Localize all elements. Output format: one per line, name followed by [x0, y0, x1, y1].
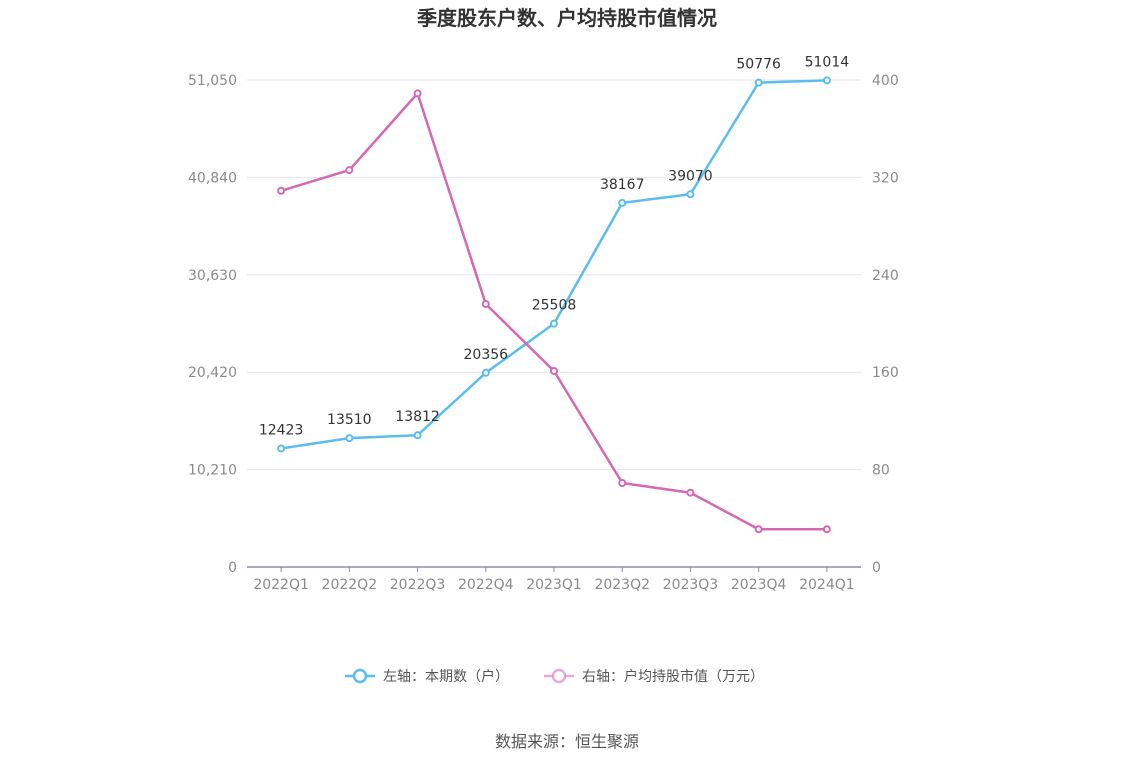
x-axis-tick-label: 2024Q1 — [799, 577, 855, 593]
data-label: 20356 — [464, 347, 509, 363]
right-axis-tick-label: 160 — [872, 365, 899, 381]
data-point[interactable] — [277, 444, 286, 453]
data-point[interactable] — [686, 488, 695, 497]
data-point[interactable] — [550, 366, 558, 375]
data-point[interactable] — [822, 525, 831, 534]
x-axis-tick-label: 2022Q3 — [390, 577, 446, 593]
legend-marker-icon — [352, 668, 368, 684]
data-point[interactable] — [413, 89, 422, 98]
x-axis-tick-label: 2023Q2 — [594, 577, 650, 593]
data-point[interactable] — [277, 186, 286, 195]
data-point[interactable] — [618, 198, 627, 207]
data-label: 51014 — [805, 54, 850, 70]
data-label: 12423 — [259, 422, 304, 438]
data-point[interactable] — [413, 431, 422, 440]
series-layer: 12423 13510 13812 20356 25508 38167 39070 50776… — [259, 54, 850, 534]
x-axis: 2022Q1 2022Q2 2022Q3 2022Q4 2023Q1 2023Q2 2023… — [247, 566, 861, 593]
left-y-axis: 0 10,210 20,420 30,630 40,840 51,050 — [188, 73, 237, 576]
right-axis-tick-label: 400 — [872, 73, 899, 89]
data-point[interactable] — [481, 368, 490, 377]
left-axis-tick-label: 0 — [228, 560, 237, 576]
x-axis-tick-label: 2022Q2 — [322, 577, 378, 593]
series-line — [280, 79, 827, 450]
right-axis-tick-label: 240 — [872, 268, 899, 284]
source-note: 数据来源：恒生聚源 — [495, 732, 639, 751]
right-axis-tick-label: 80 — [872, 463, 890, 479]
legend-item[interactable]: 右轴：户均持股市值（万元） — [544, 668, 764, 685]
legend-marker-icon — [551, 668, 567, 684]
data-label: 13812 — [395, 409, 440, 425]
x-axis-tick-label: 2022Q4 — [458, 577, 514, 593]
legend[interactable]: 左轴：本期数（户） 右轴：户均持股市值（万元） — [345, 668, 764, 685]
data-point[interactable] — [754, 78, 763, 87]
data-label: 25508 — [532, 298, 577, 314]
data-point[interactable] — [550, 319, 558, 328]
left-axis-tick-label: 51,050 — [188, 73, 237, 89]
data-point[interactable] — [686, 190, 695, 199]
x-axis-tick-label: 2022Q1 — [253, 577, 309, 593]
data-point[interactable] — [345, 166, 354, 175]
data-label: 38167 — [600, 177, 645, 193]
left-axis-tick-label: 30,630 — [188, 268, 237, 284]
legend-label: 右轴：户均持股市值（万元） — [582, 668, 764, 685]
data-point[interactable] — [618, 478, 627, 487]
left-axis-tick-label: 20,420 — [188, 365, 237, 381]
x-axis-tick-label: 2023Q3 — [663, 577, 719, 593]
data-point[interactable] — [345, 434, 354, 443]
data-point[interactable] — [822, 76, 831, 85]
right-axis-tick-label: 0 — [872, 560, 881, 576]
left-axis-tick-label: 10,210 — [188, 463, 237, 479]
data-label: 39070 — [668, 168, 713, 184]
series-2 — [277, 89, 831, 534]
chart-title: 季度股东户数、户均持股市值情况 — [416, 6, 717, 30]
left-axis-tick-label: 40,840 — [188, 170, 237, 186]
series-1: 12423 13510 13812 20356 25508 38167 39070 50776… — [259, 54, 850, 453]
legend-label: 左轴：本期数（户） — [383, 668, 509, 685]
grid-lines — [247, 79, 861, 471]
legend-item[interactable]: 左轴：本期数（户） — [345, 668, 509, 685]
x-axis-tick-label: 2023Q1 — [526, 577, 582, 593]
x-axis-tick-label: 2023Q4 — [731, 577, 787, 593]
right-y-axis: 0 80 160 240 320 400 — [872, 73, 899, 576]
data-label: 13510 — [327, 412, 372, 428]
data-label: 50776 — [736, 57, 781, 73]
data-point[interactable] — [481, 300, 490, 309]
data-point[interactable] — [754, 525, 763, 534]
right-axis-tick-label: 320 — [872, 170, 899, 186]
